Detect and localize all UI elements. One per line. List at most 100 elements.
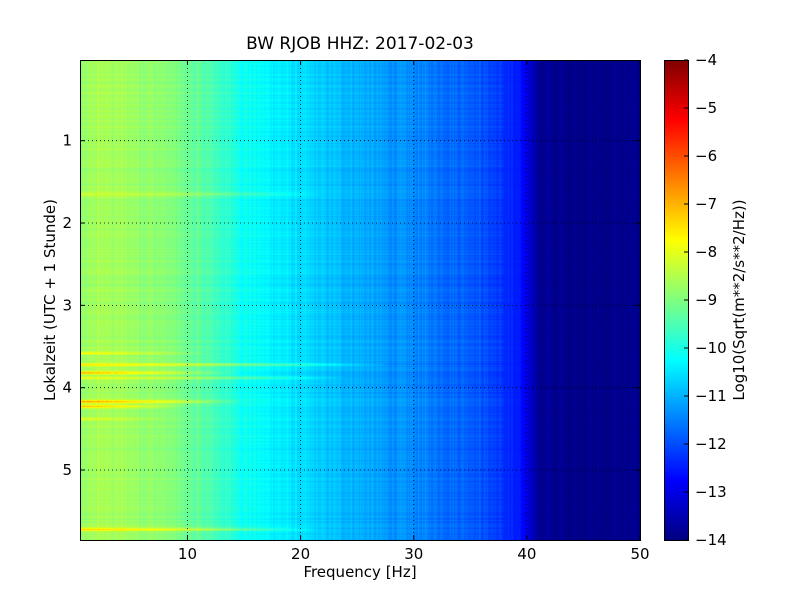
colorbar-segment [664, 104, 688, 107]
x-tick-label: 50 [630, 545, 649, 563]
colorbar-segment [664, 112, 688, 115]
colorbar-segment [664, 516, 688, 519]
colorbar-segment [664, 114, 688, 117]
colorbar-segment [664, 302, 688, 305]
colorbar-segment [664, 110, 688, 113]
colorbar-segment [664, 400, 688, 403]
colorbar-frame [664, 60, 689, 541]
colorbar-segment [664, 524, 688, 527]
x-tick-label: 20 [291, 545, 310, 563]
colorbar-tick-label: −8 [695, 243, 717, 261]
colorbar-segment [664, 504, 688, 507]
colorbar-segment [664, 456, 688, 459]
colorbar-segment [664, 224, 688, 227]
colorbar-segment [664, 184, 688, 187]
colorbar-segment [664, 326, 688, 329]
colorbar-segment [664, 428, 688, 431]
colorbar-segment [664, 126, 688, 129]
colorbar-segment [664, 336, 688, 339]
colorbar-segment [664, 246, 688, 249]
colorbar-segment [664, 62, 688, 65]
colorbar-segment [664, 216, 688, 219]
colorbar-segment [664, 152, 688, 155]
colorbar-segment [664, 234, 688, 237]
x-axis: 10 20 30 40 50 [178, 60, 650, 563]
colorbar-segment [664, 386, 688, 389]
colorbar-segment [664, 378, 688, 381]
colorbar-segment [664, 332, 688, 335]
colorbar-segment [664, 130, 688, 133]
colorbar-segment [664, 64, 688, 67]
colorbar-segment [664, 416, 688, 419]
colorbar: −4 −5 −6 −7 −8 −9 −10 −11 −12 −13 −14 [664, 51, 727, 549]
heatmap-image [80, 60, 640, 540]
colorbar-segment [664, 290, 688, 293]
colorbar-segment [664, 420, 688, 423]
colorbar-segment [664, 422, 688, 425]
colorbar-segment [664, 162, 688, 165]
colorbar-segment [664, 506, 688, 509]
colorbar-segment [664, 458, 688, 461]
colorbar-segment [664, 324, 688, 327]
colorbar-segment [664, 156, 688, 159]
colorbar-segment [664, 206, 688, 209]
colorbar-segment [664, 384, 688, 387]
colorbar-segment [664, 312, 688, 315]
colorbar-segment [664, 380, 688, 383]
colorbar-segment [664, 108, 688, 111]
colorbar-segment [664, 350, 688, 353]
colorbar-segment [664, 202, 688, 205]
colorbar-segment [664, 344, 688, 347]
colorbar-segment [664, 404, 688, 407]
colorbar-segment [664, 514, 688, 517]
colorbar-segment [664, 88, 688, 91]
colorbar-segment [664, 86, 688, 89]
colorbar-segment [664, 282, 688, 285]
colorbar-segment [664, 372, 688, 375]
colorbar-segment [664, 310, 688, 313]
colorbar-segment [664, 240, 688, 243]
colorbar-segment [664, 220, 688, 223]
colorbar-segment [664, 230, 688, 233]
colorbar-segment [664, 132, 688, 135]
colorbar-segment [664, 242, 688, 245]
colorbar-segment [664, 498, 688, 501]
x-tick-label: 10 [178, 545, 197, 563]
colorbar-segment [664, 478, 688, 481]
colorbar-segment [664, 78, 688, 81]
colorbar-segment [664, 280, 688, 283]
colorbar-segment [664, 410, 688, 413]
colorbar-segment [664, 450, 688, 453]
chart-title: BW RJOB HHZ: 2017-02-03 [246, 34, 474, 54]
colorbar-segment [664, 468, 688, 471]
colorbar-segment [664, 414, 688, 417]
colorbar-segment [664, 430, 688, 433]
colorbar-segment [664, 94, 688, 97]
colorbar-segment [664, 164, 688, 167]
y-axis: 1 2 3 4 5 [62, 132, 640, 479]
colorbar-tick-label: −7 [695, 195, 717, 213]
x-axis-label: Frequency [Hz] [303, 563, 416, 581]
colorbar-tick-label: −6 [695, 147, 717, 165]
y-tick-label: 5 [62, 461, 72, 479]
colorbar-segment [664, 536, 688, 539]
colorbar-segment [664, 316, 688, 319]
colorbar-segment [664, 276, 688, 279]
colorbar-tick-label: −4 [695, 51, 717, 69]
colorbar-tick-label: −10 [695, 339, 727, 357]
colorbar-segment [664, 308, 688, 311]
colorbar-segment [664, 518, 688, 521]
colorbar-segment [664, 490, 688, 493]
colorbar-segment [664, 84, 688, 87]
colorbar-segment [664, 238, 688, 241]
colorbar-segment [664, 486, 688, 489]
colorbar-segment [664, 418, 688, 421]
colorbar-segment [664, 362, 688, 365]
colorbar-segment [664, 500, 688, 503]
colorbar-segment [664, 252, 688, 255]
colorbar-segment [664, 174, 688, 177]
colorbar-segment [664, 482, 688, 485]
colorbar-segment [664, 394, 688, 397]
colorbar-segment [664, 390, 688, 393]
colorbar-segment [664, 148, 688, 151]
